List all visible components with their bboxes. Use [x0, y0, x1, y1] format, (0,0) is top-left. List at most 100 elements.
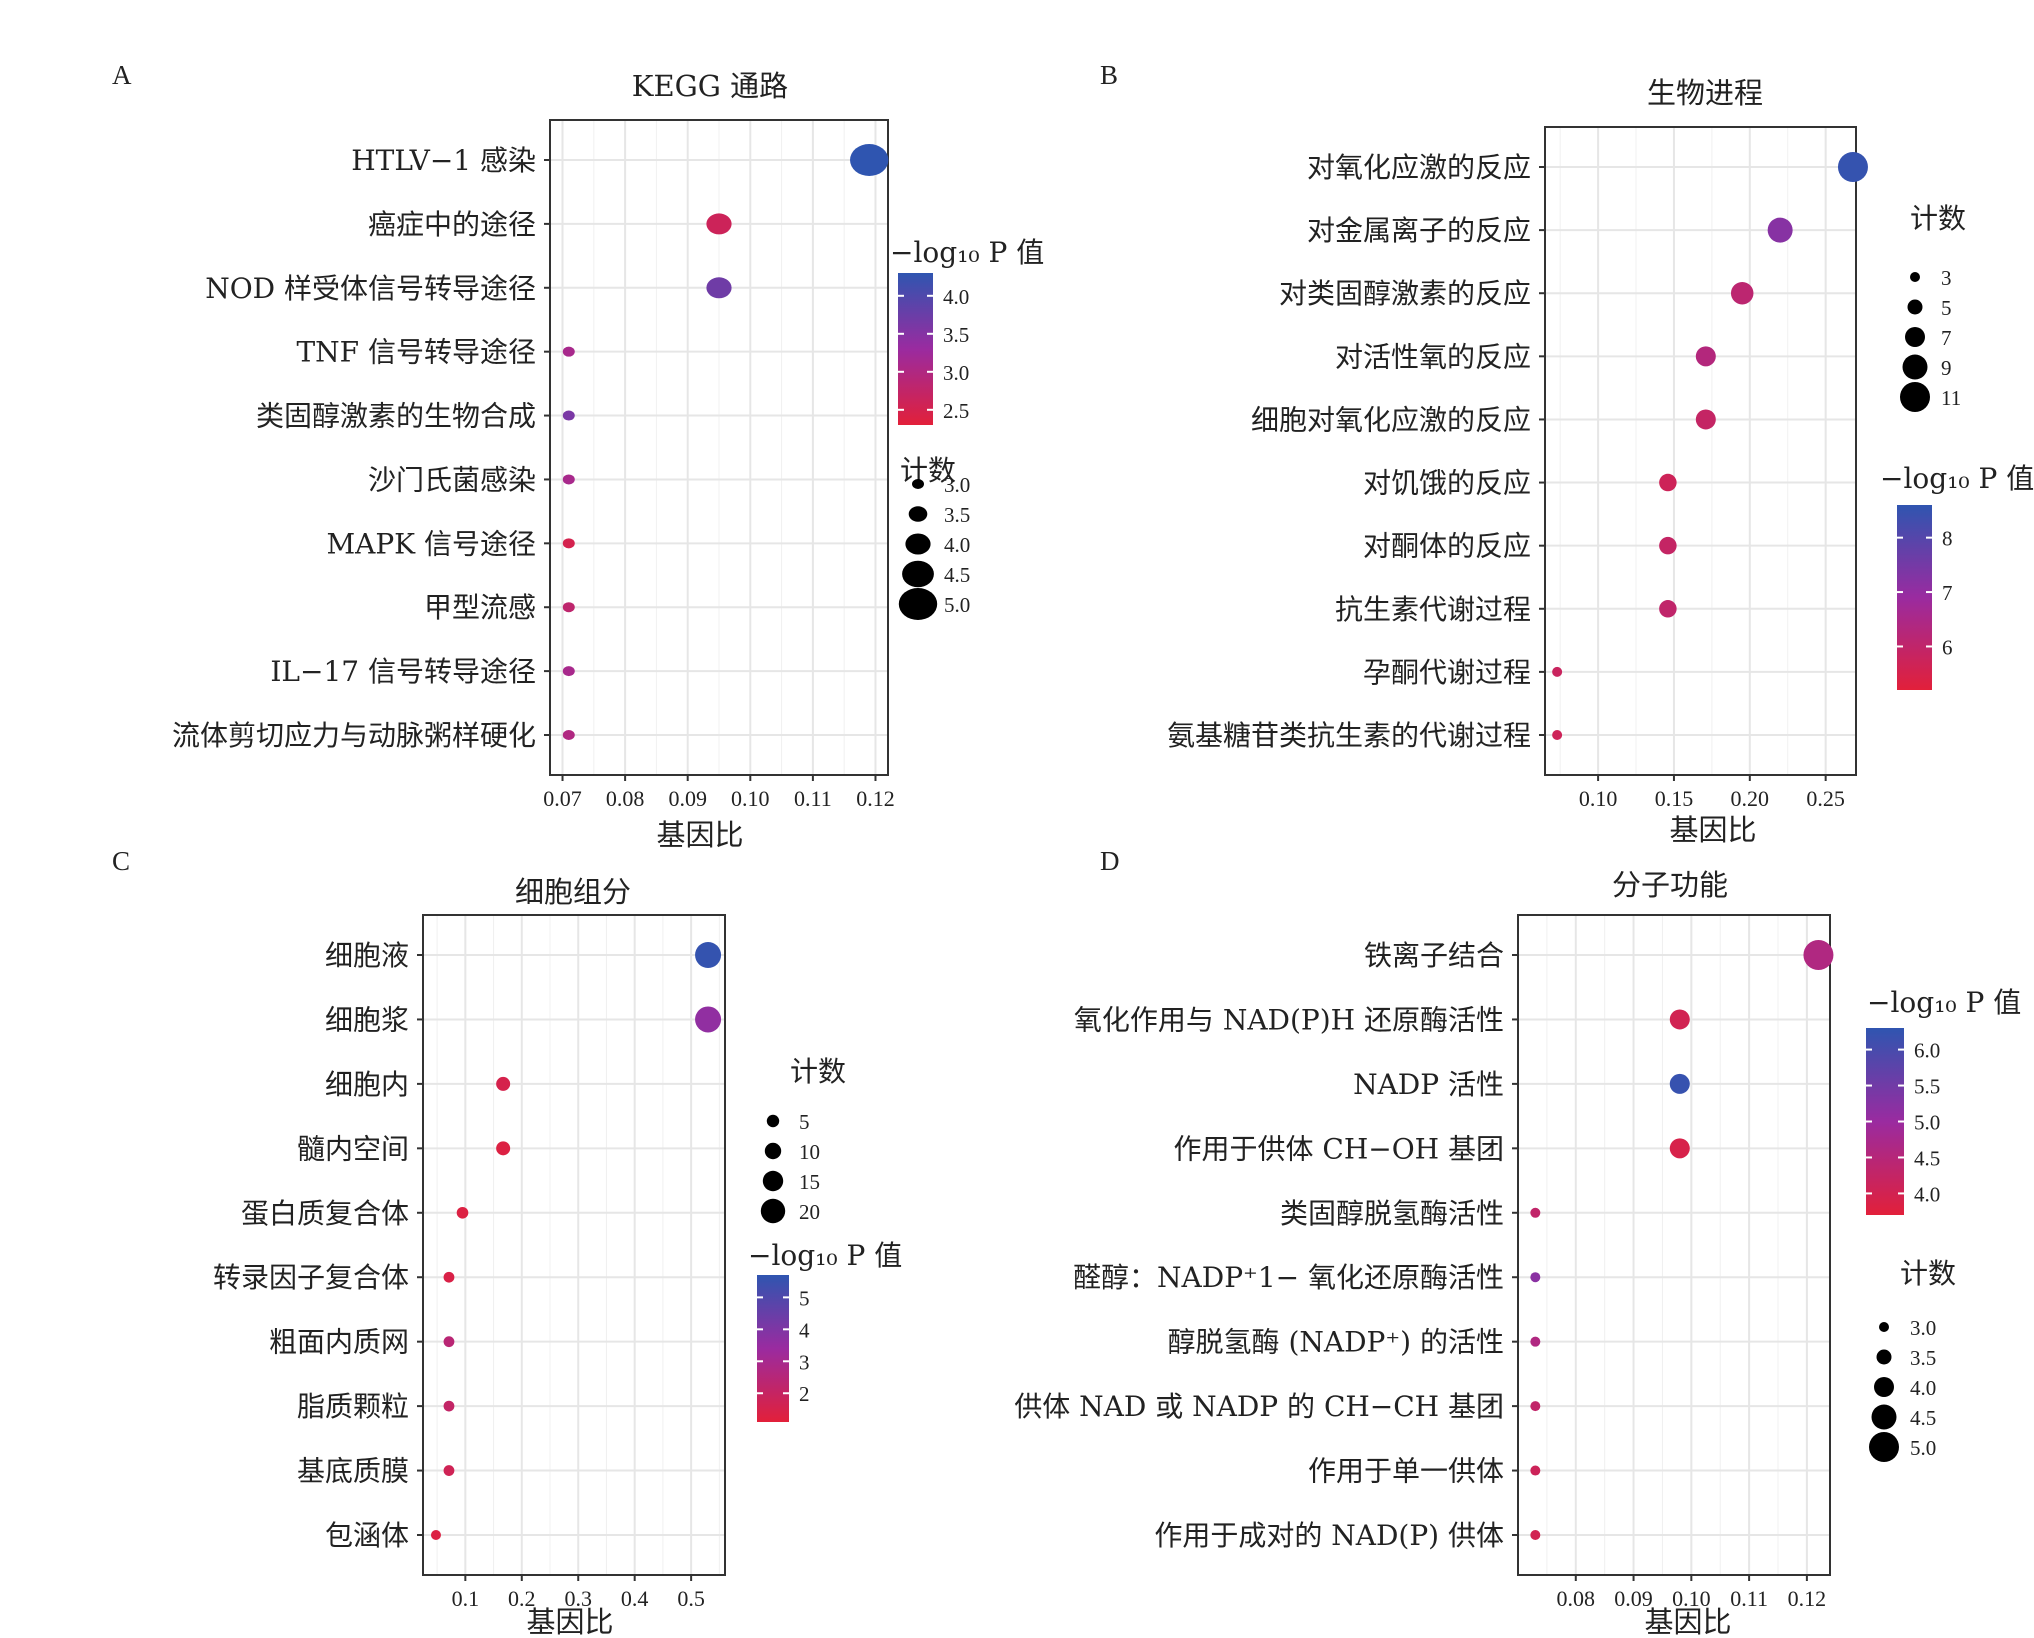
- data-point: [1659, 473, 1677, 492]
- size-legend-label: 3.0: [1910, 1316, 1936, 1340]
- colorbar-tick-label: 7: [1942, 581, 1953, 605]
- category-label: 类固醇脱氢酶活性: [1280, 1197, 1504, 1230]
- plot-frame: [422, 914, 726, 1576]
- data-point: [430, 1530, 441, 1540]
- size-legend-label: 5.0: [944, 593, 970, 617]
- colorbar-tick-label: 3.5: [943, 323, 969, 347]
- size-legend-dot: [905, 533, 931, 555]
- data-point: [1552, 730, 1563, 740]
- category-label: 细胞对氧化应激的反应: [1251, 403, 1531, 436]
- x-tick-label: 0.25: [1806, 786, 1845, 811]
- panel-letter: A: [112, 60, 132, 90]
- color-legend: −log₁₀ P 值 5 4 3 2: [748, 1239, 902, 1422]
- data-point: [1659, 600, 1677, 618]
- size-legend-label: 4.5: [1910, 1406, 1936, 1430]
- colorbar-tick-label: 2: [799, 1382, 810, 1406]
- category-label: 类固醇激素的生物合成: [256, 400, 536, 433]
- category-label: IL−17 信号转导途径: [270, 655, 536, 688]
- data-point: [1669, 1138, 1690, 1159]
- colorbar: [1866, 1028, 1904, 1215]
- x-axis-label: 基因比: [1669, 813, 1756, 847]
- panel-letter: C: [112, 846, 130, 876]
- data-point: [1530, 1530, 1541, 1540]
- size-legend-dot: [1905, 327, 1925, 347]
- category-label: 细胞液: [325, 939, 409, 972]
- category-label: HTLV−1 感染: [351, 144, 536, 177]
- data-point: [850, 144, 889, 176]
- category-label: 作用于成对的 NAD(P) 供体: [1154, 1519, 1504, 1552]
- data-point: [1530, 1207, 1541, 1218]
- size-legend-label: 15: [799, 1170, 820, 1194]
- size-legend-label: 4.0: [944, 533, 970, 557]
- data-point: [1695, 346, 1716, 367]
- colorbar-tick-label: 3: [799, 1350, 810, 1374]
- data-point: [706, 277, 732, 299]
- size-legend-label: 5.0: [1910, 1436, 1936, 1460]
- category-label: 基底质膜: [297, 1455, 409, 1488]
- size-legend-label: 5: [1941, 296, 1952, 320]
- size-legend-dot: [1879, 1322, 1889, 1332]
- x-tick-label: 0.11: [1730, 1586, 1768, 1611]
- x-tick-label: 0.10: [1672, 1586, 1711, 1611]
- size-legend-dot: [912, 479, 924, 489]
- data-point: [1730, 281, 1754, 305]
- category-label: TNF 信号转导途径: [296, 336, 536, 369]
- size-legend-label: 10: [799, 1140, 820, 1164]
- data-point: [1659, 536, 1677, 555]
- panel-letter: B: [1100, 60, 1118, 90]
- data-point: [562, 474, 575, 485]
- size-legend-dot: [1902, 354, 1928, 380]
- category-label: 抗生素代谢过程: [1335, 593, 1531, 626]
- size-legend: 计数3.03.54.04.55.0: [898, 454, 970, 620]
- panel-title: KEGG 通路: [632, 69, 788, 103]
- colorbar-tick-label: 4.0: [1914, 1182, 1940, 1206]
- size-legend-label: 3.5: [944, 503, 970, 527]
- data-point: [443, 1271, 455, 1283]
- plot-frame: [1544, 126, 1857, 776]
- category-label: 沙门氏菌感染: [368, 463, 536, 496]
- category-label: 作用于单一供体: [1308, 1455, 1504, 1488]
- data-point: [456, 1206, 469, 1219]
- grid: [423, 915, 725, 1575]
- color-legend: −log₁₀ P 值 8 7 6: [1880, 462, 2034, 690]
- category-label: 对饥饿的反应: [1363, 467, 1531, 500]
- size-legend: 计数 3 5 7 9 11: [1900, 202, 1966, 412]
- category-label: 对活性氧的反应: [1335, 340, 1531, 373]
- category-label: 蛋白质复合体: [241, 1197, 409, 1230]
- data-point: [562, 602, 575, 613]
- x-tick-label: 0.10: [1579, 786, 1618, 811]
- data-point: [706, 213, 732, 235]
- panel-letter: D: [1100, 846, 1120, 876]
- category-label: 髓内空间: [297, 1132, 409, 1165]
- panel-title: 细胞组分: [515, 875, 631, 909]
- data-point: [1669, 1073, 1690, 1094]
- data-point: [443, 1465, 455, 1476]
- colorbar-tick-label: 4: [799, 1318, 810, 1342]
- data-point: [496, 1141, 511, 1156]
- category-label: 对金属离子的反应: [1307, 214, 1531, 247]
- category-label: 作用于供体 CH−OH 基团: [1174, 1132, 1504, 1165]
- colorbar-tick-label: 3.0: [943, 361, 969, 385]
- x-tick-label: 0.3: [564, 1586, 592, 1611]
- category-label: 甲型流感: [424, 591, 536, 624]
- category-label: 氧化作用与 NAD(P)H 还原酶活性: [1074, 1003, 1504, 1036]
- category-label: NADP 活性: [1353, 1068, 1504, 1101]
- category-label: 醛醇：NADP⁺1− 氧化还原酶活性: [1073, 1261, 1504, 1294]
- x-tick-label: 0.1: [452, 1586, 480, 1611]
- size-legend-dot: [1874, 1377, 1894, 1397]
- x-axis-label: 基因比: [656, 818, 743, 852]
- size-legend-label: 11: [1941, 386, 1961, 410]
- x-tick-label: 0.5: [677, 1586, 705, 1611]
- data-point: [1695, 409, 1716, 430]
- category-label: 醇脱氢酶 (NADP⁺) 的活性: [1168, 1326, 1504, 1359]
- category-label: 细胞内: [325, 1068, 409, 1101]
- x-tick-label: 0.12: [1788, 1586, 1827, 1611]
- colorbar-tick-label: 8: [1942, 527, 1953, 551]
- category-label: 氨基糖苷类抗生素的代谢过程: [1167, 719, 1531, 752]
- x-tick-label: 0.11: [794, 786, 832, 811]
- size-legend: 计数3.03.54.04.55.0: [1869, 1257, 1956, 1462]
- data-point: [1552, 666, 1563, 677]
- x-tick-label: 0.09: [668, 786, 707, 811]
- size-legend: 计数 5 10 15 20: [760, 1055, 846, 1224]
